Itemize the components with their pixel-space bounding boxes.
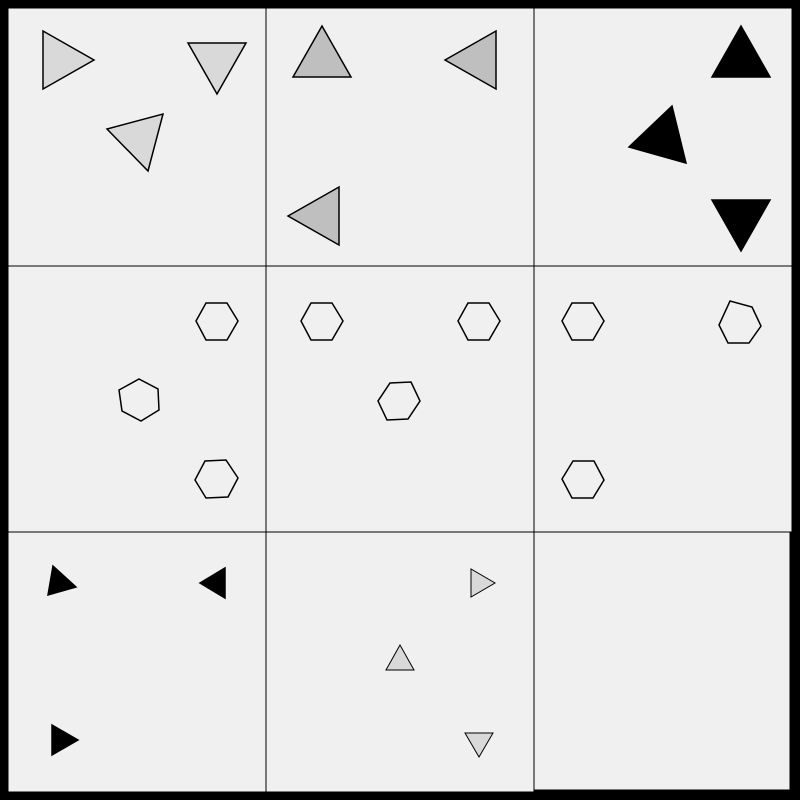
hexagon-shape <box>118 378 160 422</box>
panel-r1-c2 <box>265 7 535 267</box>
panel-r2-c2 <box>265 265 535 533</box>
panel-r1-c1 <box>7 7 267 267</box>
triangle-shape <box>42 29 96 91</box>
hexagon-shape <box>377 381 421 421</box>
panel-r3-c1 <box>7 531 267 793</box>
triangle-shape <box>186 42 248 96</box>
panel-background <box>265 265 535 533</box>
hexagon-shape <box>561 302 605 341</box>
panel-background <box>7 531 267 793</box>
triangle-shape <box>291 24 353 78</box>
hexagon-shape <box>561 460 605 499</box>
panel-r1-c3 <box>533 7 793 267</box>
triangle-shape <box>710 199 772 253</box>
triangle-shape <box>627 104 688 165</box>
hexagon-shape <box>718 300 762 344</box>
panel-r3-c3-empty <box>533 531 791 791</box>
panel-r2-c1 <box>7 265 267 533</box>
panel-background <box>7 265 267 533</box>
triangle-shape <box>710 24 772 78</box>
panel-r3-c2 <box>265 531 535 793</box>
panel-r2-c3 <box>533 265 793 533</box>
triangle-shape <box>286 185 340 247</box>
triangle-shape <box>470 568 496 598</box>
triangle-shape <box>464 732 494 758</box>
hexagon-shape <box>195 302 239 341</box>
triangle-shape <box>51 723 80 757</box>
triangle-shape <box>385 643 415 671</box>
hexagon-shape <box>194 459 239 499</box>
triangle-shape <box>47 564 78 597</box>
empty-answer-panel <box>533 531 791 791</box>
triangle-shape <box>105 112 165 173</box>
hexagon-shape <box>457 302 501 341</box>
triangle-shape <box>443 29 497 91</box>
panel-background <box>533 265 793 533</box>
triangle-shape <box>198 566 226 600</box>
hexagon-shape <box>300 302 344 341</box>
